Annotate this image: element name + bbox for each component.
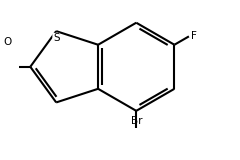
Text: F: F xyxy=(191,31,197,41)
Text: O: O xyxy=(3,37,12,47)
Text: S: S xyxy=(53,33,60,43)
Text: Br: Br xyxy=(131,116,142,126)
